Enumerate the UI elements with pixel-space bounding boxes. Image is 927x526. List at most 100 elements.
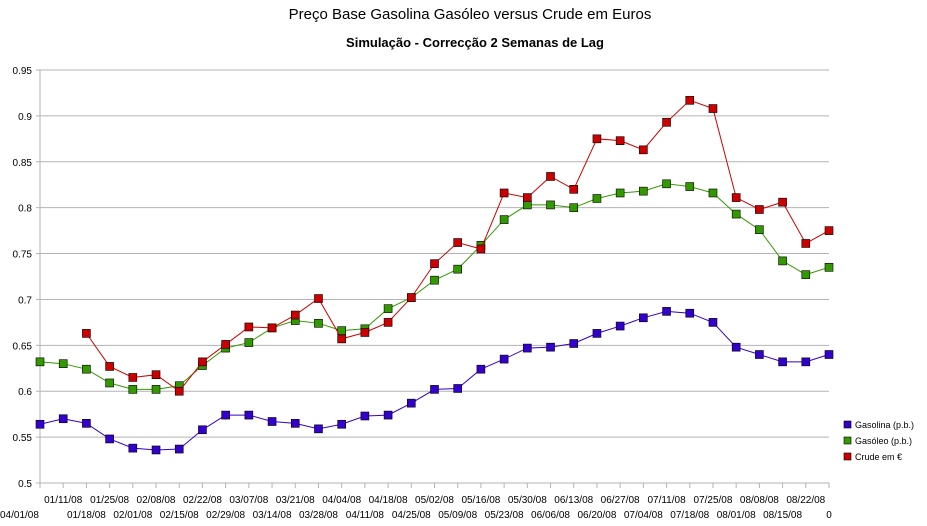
data-point bbox=[499, 354, 509, 364]
data-point bbox=[499, 215, 509, 224]
legend-label: Gasolina (p.b.) bbox=[855, 420, 914, 430]
data-point bbox=[801, 357, 811, 367]
data-point bbox=[244, 410, 254, 420]
x-tick-label: 07/11/08 bbox=[647, 495, 686, 506]
data-point bbox=[476, 364, 486, 374]
x-tick-label: 01/25/08 bbox=[90, 495, 129, 506]
data-point bbox=[824, 226, 834, 235]
data-point bbox=[778, 197, 787, 207]
data-point bbox=[662, 179, 671, 189]
data-point bbox=[731, 209, 741, 219]
data-point bbox=[35, 357, 45, 367]
y-tick-label: 0.5 bbox=[18, 479, 32, 490]
data-point bbox=[174, 386, 184, 396]
data-point bbox=[755, 350, 764, 359]
data-point bbox=[592, 194, 602, 203]
x-tick-label: 02/22/08 bbox=[183, 495, 222, 506]
x-tick-label: 06/27/08 bbox=[601, 495, 640, 506]
y-tick-label: 0.65 bbox=[13, 341, 33, 352]
data-point bbox=[128, 443, 138, 453]
x-tick-label: 04/18/08 bbox=[369, 495, 408, 506]
x-tick-label: 04/01/08 bbox=[0, 510, 39, 521]
y-tick-label: 0.95 bbox=[13, 66, 33, 77]
series-line bbox=[39, 310, 830, 451]
data-point bbox=[453, 238, 463, 247]
data-point bbox=[360, 411, 370, 421]
x-tick-label: 05/30/08 bbox=[508, 495, 547, 506]
data-point bbox=[801, 270, 811, 279]
y-axis-ticks: 0.5 0.55 0.6 0.65 0.7 0.75 0.8 0.85 0.9 0.95 bbox=[13, 66, 33, 490]
data-point bbox=[290, 310, 300, 320]
y-tick-label: 0.75 bbox=[13, 250, 33, 261]
x-tick-label: 04/11/08 bbox=[346, 510, 385, 521]
data-point bbox=[824, 350, 834, 359]
grid-lines bbox=[40, 69, 829, 484]
x-tick-label: 02/01/08 bbox=[113, 510, 152, 521]
data-point bbox=[314, 424, 323, 434]
data-point bbox=[105, 362, 114, 371]
legend: Gasolina (p.b.) Gasóleo (p.b.) Crude em € bbox=[843, 420, 914, 462]
y-tick-label: 0.6 bbox=[18, 387, 32, 398]
data-point bbox=[314, 294, 323, 303]
x-tick-label: 08/01/08 bbox=[717, 510, 756, 521]
legend-label: Crude em € bbox=[855, 452, 902, 462]
data-point bbox=[105, 434, 114, 444]
data-point bbox=[755, 225, 764, 234]
x-tick-label: 04/25/08 bbox=[392, 510, 431, 521]
data-point bbox=[615, 136, 625, 145]
x-tick-label: 01/11/08 bbox=[44, 495, 83, 506]
y-tick-label: 0.55 bbox=[13, 433, 33, 444]
data-point bbox=[198, 357, 207, 367]
data-point bbox=[151, 445, 161, 455]
data-point bbox=[639, 186, 648, 196]
data-point bbox=[58, 359, 68, 368]
data-point bbox=[778, 256, 787, 266]
series-line bbox=[39, 183, 830, 390]
data-point bbox=[615, 321, 625, 331]
data-point bbox=[337, 334, 346, 344]
data-point bbox=[662, 118, 671, 127]
x-tick-label: 05/02/08 bbox=[415, 495, 454, 506]
y-tick-label: 0.85 bbox=[13, 158, 33, 169]
x-tick-label: 05/09/08 bbox=[438, 510, 477, 521]
legend-marker bbox=[843, 452, 852, 461]
data-point bbox=[337, 419, 346, 429]
data-point bbox=[221, 410, 230, 420]
data-point bbox=[546, 172, 555, 181]
data-point bbox=[708, 188, 718, 198]
axes bbox=[36, 69, 830, 488]
chart-subtitle: Simulação - Correcção 2 Semanas de Lag bbox=[346, 35, 604, 50]
data-point bbox=[546, 342, 555, 352]
x-tick-label: 06/20/08 bbox=[577, 510, 616, 521]
data-point bbox=[430, 275, 439, 285]
data-point bbox=[314, 319, 323, 328]
x-tick-label: 0 bbox=[826, 510, 832, 521]
data-point bbox=[105, 378, 114, 388]
data-point bbox=[778, 357, 787, 367]
data-point bbox=[685, 308, 695, 318]
data-point bbox=[824, 263, 834, 272]
data-point bbox=[639, 145, 648, 155]
x-tick-label: 03/14/08 bbox=[253, 510, 292, 521]
data-point bbox=[151, 385, 161, 394]
data-point bbox=[58, 414, 68, 424]
data-point bbox=[82, 419, 91, 428]
data-point bbox=[244, 322, 254, 332]
data-point bbox=[708, 318, 718, 327]
data-point bbox=[453, 384, 463, 393]
data-point bbox=[383, 304, 393, 313]
y-tick-label: 0.8 bbox=[18, 204, 32, 215]
x-tick-label: 02/08/08 bbox=[137, 495, 176, 506]
y-tick-label: 0.9 bbox=[18, 112, 32, 123]
series-lines bbox=[35, 95, 834, 455]
x-tick-label: 05/23/08 bbox=[485, 510, 524, 521]
data-point bbox=[430, 385, 439, 394]
data-point bbox=[523, 200, 532, 210]
chart-title: Preço Base Gasolina Gasóleo versus Crude… bbox=[288, 6, 652, 23]
legend-marker bbox=[843, 420, 852, 429]
data-point bbox=[523, 193, 532, 202]
x-tick-label: 03/28/08 bbox=[299, 510, 338, 521]
data-point bbox=[685, 95, 695, 105]
data-point bbox=[244, 338, 254, 347]
